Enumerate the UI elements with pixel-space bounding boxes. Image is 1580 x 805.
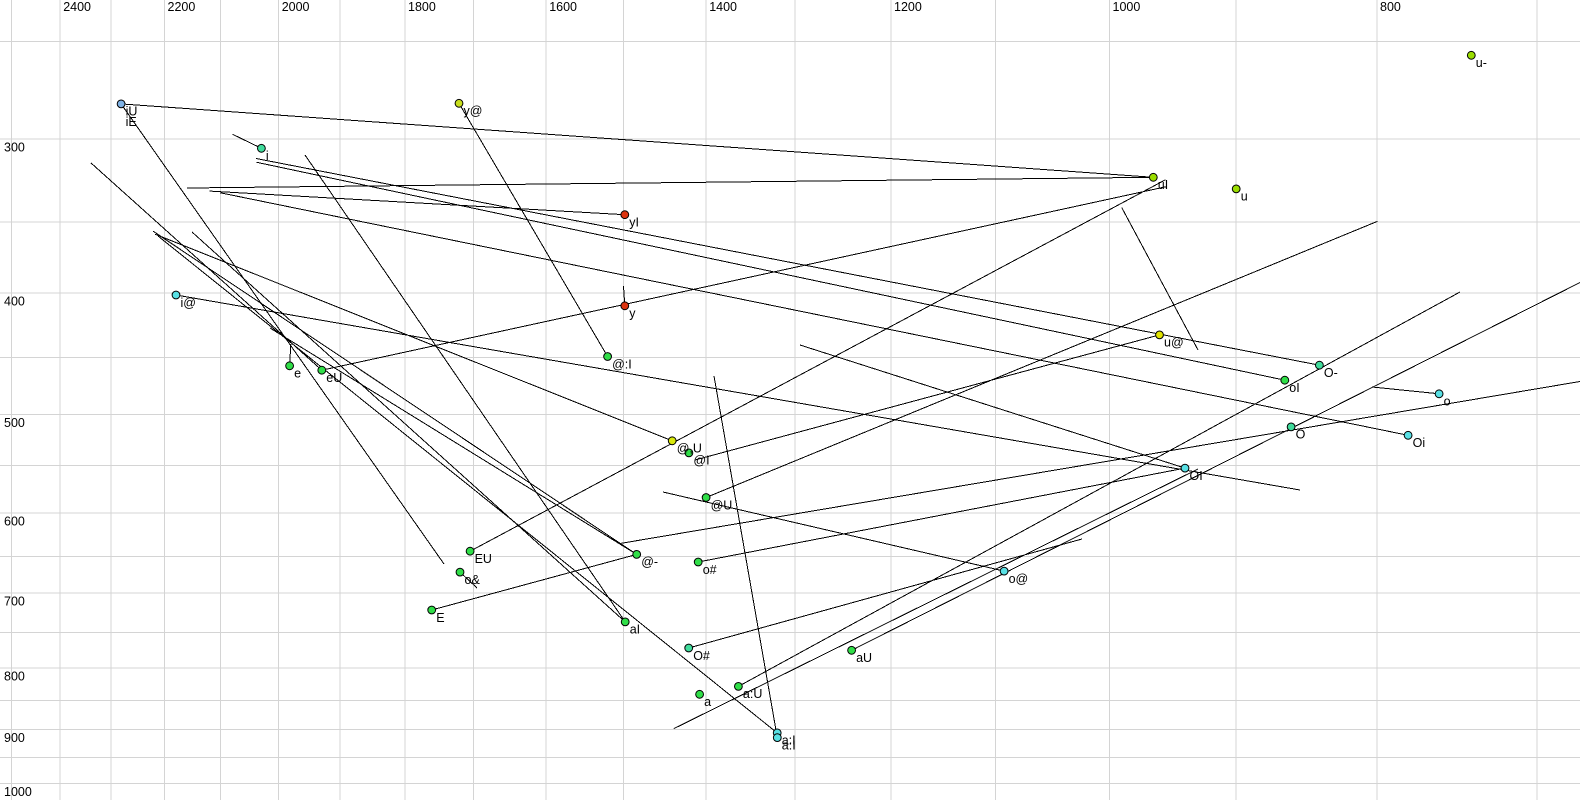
svg-text:E: E (436, 611, 444, 625)
svg-text:a:U: a:U (743, 687, 762, 701)
svg-text:1600: 1600 (549, 0, 577, 14)
svg-text:600: 600 (4, 514, 25, 528)
svg-text:oI: oI (1289, 381, 1299, 395)
svg-text:2200: 2200 (168, 0, 196, 14)
svg-text:o#: o# (703, 563, 717, 577)
svg-text:a: a (704, 695, 711, 709)
svg-text:i: i (266, 149, 269, 163)
svg-text:@I: @I (693, 454, 709, 468)
svg-text:@-: @- (641, 555, 658, 569)
svg-text:700: 700 (4, 594, 25, 608)
svg-text:y: y (629, 307, 636, 321)
svg-text:aU: aU (856, 651, 872, 665)
svg-text:500: 500 (4, 416, 25, 430)
svg-text:1000: 1000 (4, 785, 32, 799)
svg-text:1400: 1400 (709, 0, 737, 14)
svg-text:800: 800 (4, 669, 25, 683)
svg-text:e: e (294, 367, 301, 381)
svg-text:aI: aI (630, 623, 640, 637)
svg-text:Oi: Oi (1413, 436, 1426, 450)
svg-text:1200: 1200 (894, 0, 922, 14)
svg-text:O#: O# (693, 649, 710, 663)
svg-text:yI: yI (629, 216, 639, 230)
svg-text:uI: uI (1158, 178, 1168, 192)
svg-text:2000: 2000 (282, 0, 310, 14)
svg-text:@,U: @,U (677, 442, 702, 456)
svg-text:a:I: a:I (782, 734, 796, 748)
svg-text:u-: u- (1476, 56, 1487, 70)
svg-text:eU: eU (326, 371, 342, 385)
svg-text:400: 400 (4, 294, 25, 308)
svg-text:@:I: @:I (612, 357, 632, 371)
svg-text:1000: 1000 (1113, 0, 1141, 14)
svg-text:iE: iE (126, 115, 137, 129)
svg-text:800: 800 (1380, 0, 1401, 14)
svg-text:1800: 1800 (408, 0, 436, 14)
svg-text:2400: 2400 (63, 0, 91, 14)
svg-text:300: 300 (4, 140, 25, 154)
svg-text:y@: y@ (464, 104, 483, 118)
svg-text:@U: @U (711, 498, 733, 512)
svg-text:O: O (1296, 428, 1306, 442)
svg-text:o: o (1444, 395, 1451, 409)
svg-text:iU: iU (126, 105, 138, 119)
svg-text:u@: u@ (1164, 336, 1184, 350)
svg-text:i@: i@ (181, 296, 196, 310)
svg-text:a:I: a:I (782, 738, 796, 752)
svg-text:u: u (1241, 190, 1248, 204)
svg-text:O-: O- (1324, 366, 1338, 380)
svg-text:o&: o& (465, 573, 481, 587)
svg-text:900: 900 (4, 731, 25, 745)
svg-text:OI: OI (1190, 469, 1203, 483)
svg-text:EU: EU (475, 552, 492, 566)
svg-text:o@: o@ (1009, 572, 1029, 586)
